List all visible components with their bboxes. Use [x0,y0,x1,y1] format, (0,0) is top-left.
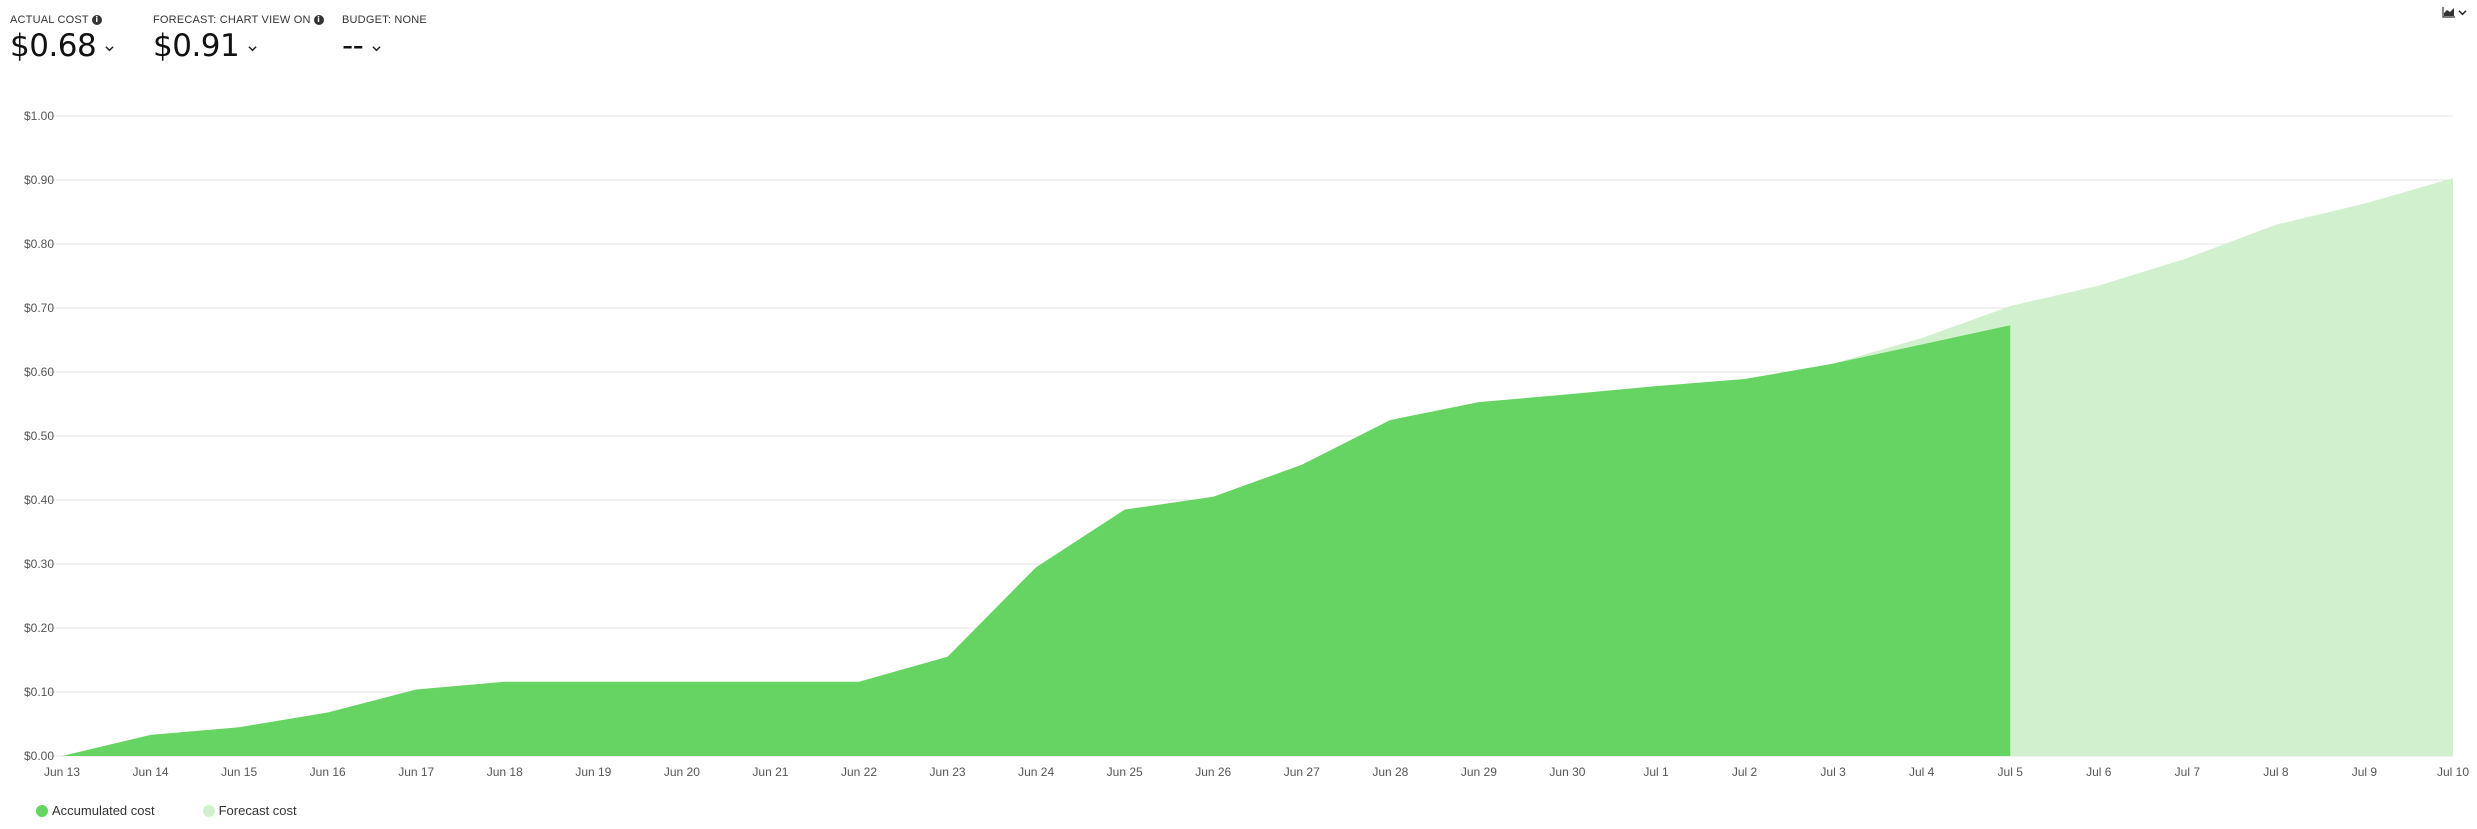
legend-label-forecast: Forecast cost [218,803,297,818]
x-tick-label: Jun 29 [1461,765,1497,779]
y-tick-label: $0.50 [24,429,54,443]
x-tick-label: Jun 25 [1107,765,1143,779]
legend-dot-forecast [202,804,215,817]
x-tick-label: Jun 28 [1372,765,1408,779]
y-tick-label: $0.80 [24,237,54,251]
info-icon[interactable]: i [91,15,102,25]
chart-type-selector[interactable] [2442,6,2467,18]
chevron-down-icon [248,45,257,51]
x-tick-label: Jul 10 [2437,765,2469,779]
x-tick-label: Jun 18 [487,765,523,779]
x-tick-label: Jun 14 [133,765,169,779]
x-tick-label: Jul 1 [1643,765,1669,779]
x-tick-label: Jul 5 [1998,765,2024,779]
area-chart-icon [2442,7,2455,18]
chevron-down-icon [2458,9,2467,15]
kpi-actual-label: ACTUAL COST [10,14,89,26]
accumulated-area[interactable] [62,325,2011,756]
x-tick-label: Jun 30 [1549,765,1585,779]
y-tick-label: $0.40 [24,493,54,507]
y-tick-label: $0.90 [24,173,54,187]
x-tick-label: Jul 7 [2175,765,2201,779]
x-tick-label: Jun 19 [575,765,611,779]
x-tick-label: Jun 20 [664,765,700,779]
x-tick-label: Jul 3 [1820,765,1846,779]
x-tick-label: Jun 26 [1195,765,1231,779]
budget-dropdown[interactable]: -- [342,28,427,64]
legend-label-accumulated: Accumulated cost [52,803,155,818]
x-tick-label: Jun 15 [221,765,257,779]
x-tick-label: Jun 22 [841,765,877,779]
y-tick-label: $0.30 [24,557,54,571]
x-tick-label: Jun 13 [44,765,80,779]
actual-cost-dropdown[interactable]: $0.68 [10,28,114,64]
x-tick-label: Jul 9 [2352,765,2378,779]
y-tick-label: $0.70 [24,301,54,315]
x-tick-label: Jul 4 [1909,765,1935,779]
y-tick-label: $0.20 [24,621,54,635]
x-tick-label: Jul 6 [2086,765,2112,779]
x-tick-label: Jul 2 [1732,765,1758,779]
kpi-forecast: FORECAST: CHART VIEW ON i $0.91 [153,14,324,64]
kpi-forecast-value: $0.91 [153,28,240,64]
x-tick-label: Jun 17 [398,765,434,779]
x-tick-label: Jun 23 [930,765,966,779]
forecast-dropdown[interactable]: $0.91 [153,28,324,64]
x-tick-label: Jun 27 [1284,765,1320,779]
kpi-budget: BUDGET: NONE -- [342,14,427,64]
y-tick-label: $0.10 [24,685,54,699]
x-tick-label: Jun 16 [310,765,346,779]
kpi-budget-value: -- [342,28,364,64]
legend-item-forecast[interactable]: Forecast cost [202,803,297,818]
legend-dot-accumulated [36,804,48,817]
chevron-down-icon [372,45,381,51]
info-icon[interactable]: i [313,15,324,25]
y-tick-label: $0.60 [24,365,54,379]
x-tick-label: Jun 24 [1018,765,1054,779]
kpi-forecast-label: FORECAST: CHART VIEW ON [153,14,311,26]
y-tick-label: $0.00 [24,749,54,763]
legend-item-accumulated[interactable]: Accumulated cost [36,803,155,818]
chevron-down-icon [105,45,114,51]
kpi-actual-cost: ACTUAL COST i $0.68 [10,14,114,64]
x-tick-label: Jun 21 [752,765,788,779]
x-tick-label: Jul 8 [2263,765,2289,779]
kpi-budget-label: BUDGET: NONE [342,14,427,26]
y-tick-label: $1.00 [24,109,54,123]
kpi-actual-value: $0.68 [10,28,97,64]
chart-legend: Accumulated cost Forecast cost [36,803,345,818]
